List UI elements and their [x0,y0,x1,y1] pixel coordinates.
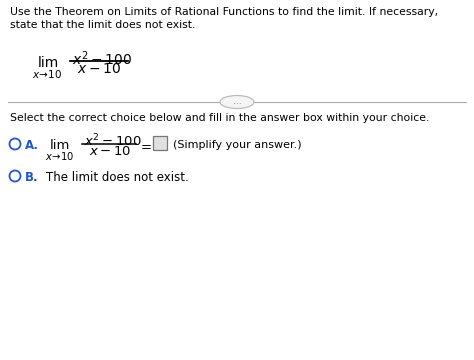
Text: $x\!\to\!10$: $x\!\to\!10$ [45,150,74,162]
Text: =: = [141,141,152,154]
FancyBboxPatch shape [153,136,167,150]
Text: (Simplify your answer.): (Simplify your answer.) [173,140,301,150]
Text: state that the limit does not exist.: state that the limit does not exist. [10,20,195,30]
Text: Use the Theorem on Limits of Rational Functions to find the limit. If necessary,: Use the Theorem on Limits of Rational Fu… [10,7,438,17]
Text: $x-10$: $x-10$ [89,145,131,158]
Ellipse shape [220,95,254,108]
Text: $x\!\to\!10$: $x\!\to\!10$ [32,68,62,80]
Text: lim: lim [38,56,59,70]
Text: A.: A. [25,139,39,152]
Text: ...: ... [233,98,241,107]
Text: $x^2-100$: $x^2-100$ [84,133,142,150]
Text: $x-10$: $x-10$ [77,62,121,76]
Text: B.: B. [25,171,38,184]
Text: Select the correct choice below and fill in the answer box within your choice.: Select the correct choice below and fill… [10,113,429,123]
Text: lim: lim [50,139,70,152]
Text: $x^2-100$: $x^2-100$ [72,49,132,68]
Text: The limit does not exist.: The limit does not exist. [46,171,189,184]
